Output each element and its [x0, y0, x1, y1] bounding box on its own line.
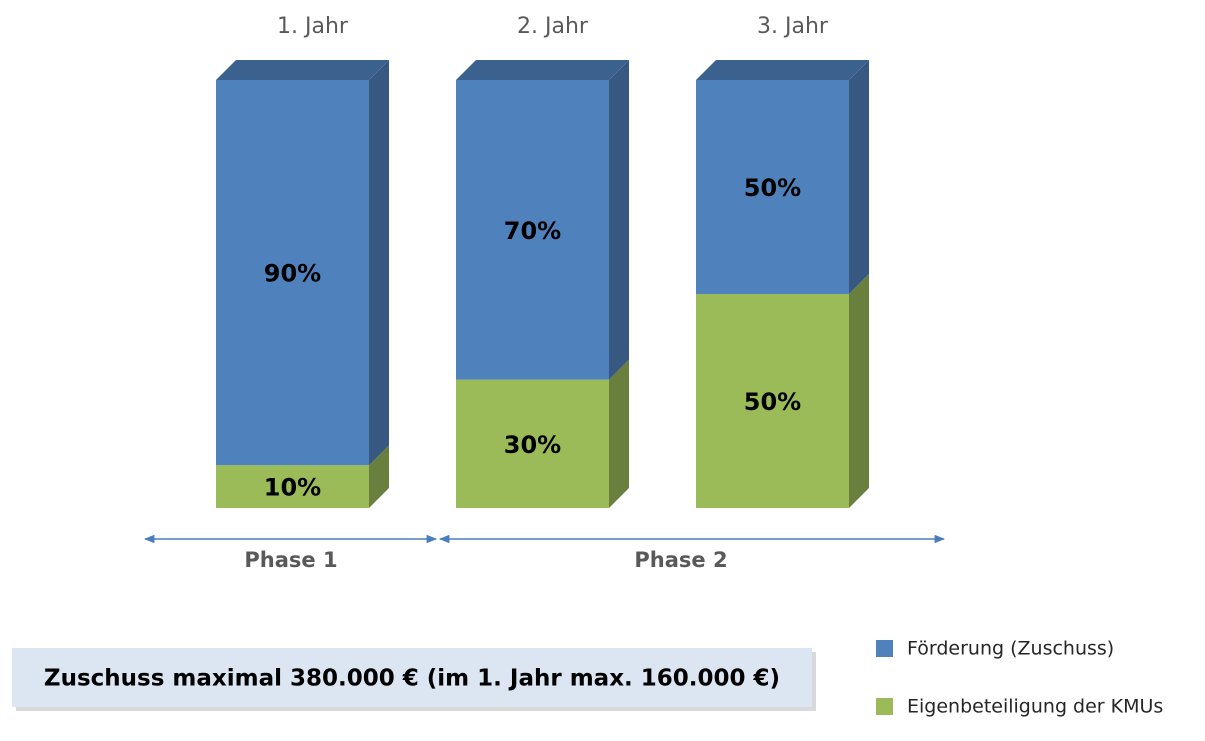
- x-tick-label: 3. Jahr: [757, 14, 829, 39]
- bar: [216, 465, 369, 508]
- value-label: 10%: [264, 474, 321, 502]
- bar-side: [849, 60, 869, 294]
- bar-side: [369, 445, 389, 508]
- legend-label: Förderung (Zuschuss): [907, 638, 1114, 660]
- value-label: 70%: [504, 217, 561, 245]
- value-label: 30%: [504, 431, 561, 459]
- x-tick-label: 1. Jahr: [277, 14, 349, 39]
- bar-side: [609, 359, 629, 508]
- legend-swatch: [876, 698, 893, 715]
- bar: [696, 80, 849, 294]
- bar-side: [369, 60, 389, 466]
- bar: [456, 80, 609, 380]
- bar-side: [849, 274, 869, 508]
- bar: [216, 80, 369, 466]
- value-label: 90%: [264, 260, 321, 288]
- note: Zuschuss maximal 380.000 € (im 1. Jahr m…: [44, 666, 780, 692]
- note-box: [12, 648, 812, 707]
- phase-label: Phase 1: [244, 548, 337, 572]
- bar-side: [609, 60, 629, 380]
- bar-top: [456, 60, 629, 80]
- bar: [696, 294, 849, 508]
- bar: [456, 379, 609, 508]
- x-tick-label: 2. Jahr: [517, 14, 589, 39]
- value-label: 50%: [744, 174, 801, 202]
- legend-label: Eigenbeteiligung der KMUs: [907, 696, 1163, 718]
- phase-label: Phase 2: [634, 548, 727, 572]
- bar-top: [216, 60, 389, 80]
- bar-top: [696, 60, 869, 80]
- value-label: 50%: [744, 388, 801, 416]
- legend-swatch: [876, 640, 893, 657]
